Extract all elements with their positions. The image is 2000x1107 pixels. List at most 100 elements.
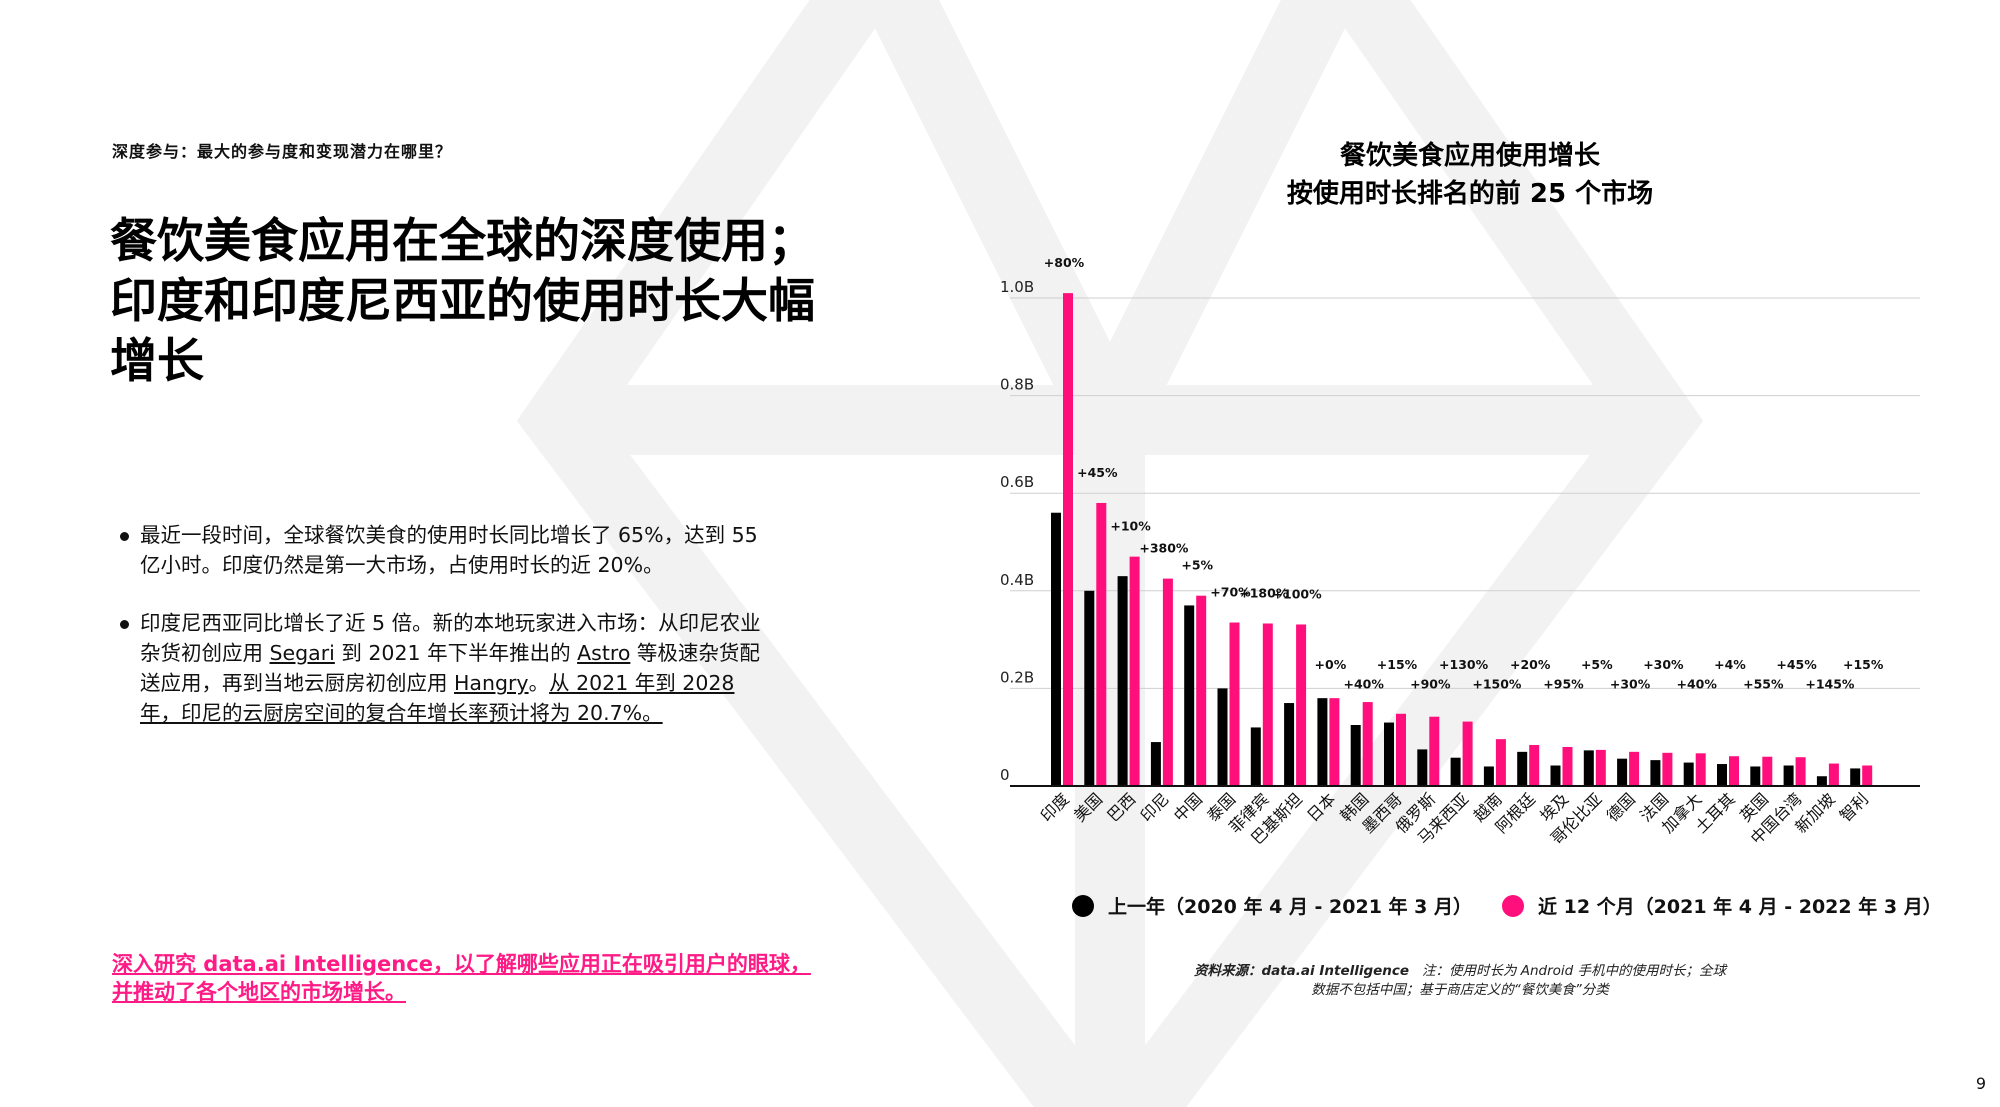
- growth-label: +10%: [1110, 519, 1151, 534]
- bar-recent-12-months: [1196, 595, 1207, 786]
- growth-label: +90%: [1410, 676, 1451, 691]
- growth-label: +150%: [1472, 676, 1522, 691]
- growth-label: +40%: [1343, 676, 1384, 691]
- legend-label-prior-year: 上一年（2020 年 4 月 - 2021 年 3 月）: [1108, 896, 1473, 918]
- bar-prior-year: [1517, 751, 1528, 786]
- bar-recent-12-months: [1762, 756, 1773, 786]
- note-line-1: 注：使用时长为 Android 手机中的使用时长；全球: [1421, 963, 1727, 979]
- bar-prior-year: [1250, 727, 1261, 786]
- bar-prior-year: [1150, 742, 1161, 786]
- y-tick-label: 0.4B: [1000, 571, 1034, 589]
- bar-prior-year: [1350, 725, 1361, 786]
- growth-label: +5%: [1181, 558, 1213, 573]
- growth-label: +15%: [1843, 657, 1884, 672]
- chart-title: 餐饮美食应用使用增长 按使用时长排名的前 25 个市场: [1180, 137, 1760, 213]
- y-tick-label: 0: [1000, 766, 1010, 784]
- bar-recent-12-months: [1795, 757, 1806, 786]
- growth-label: +40%: [1676, 676, 1717, 691]
- bar-prior-year: [1051, 512, 1061, 786]
- growth-label: +0%: [1315, 657, 1347, 672]
- bar-recent-12-months: [1229, 622, 1240, 786]
- legend-item-prior-year: 上一年（2020 年 4 月 - 2021 年 3 月）: [1072, 892, 1472, 919]
- bullet-2-text-4: 。: [528, 671, 550, 695]
- y-tick-label: 0.8B: [1000, 376, 1034, 394]
- chart-title-line-2: 按使用时长排名的前 25 个市场: [1286, 179, 1654, 209]
- bar-recent-12-months: [1462, 721, 1473, 786]
- legend-dot-black-icon: [1072, 894, 1094, 917]
- x-category-label: 智利: [1836, 789, 1872, 825]
- legend-item-recent-12-months: 近 12 个月（2021 年 4 月 - 2022 年 3 月）: [1502, 892, 1942, 919]
- bar-prior-year: [1783, 765, 1794, 786]
- hangry-link[interactable]: Hangry: [454, 671, 529, 695]
- bar-prior-year: [1850, 768, 1861, 786]
- cloud-kitchen-cagr-link[interactable]: 从 2021 年到 2028 年，印尼的云厨房空间的复合年增长率预计将为 20.…: [140, 671, 735, 725]
- x-category-label: 美国: [1070, 789, 1106, 825]
- growth-label: +180%: [1239, 585, 1289, 600]
- growth-label: +145%: [1805, 676, 1855, 691]
- growth-label: +130%: [1439, 657, 1489, 672]
- bar-prior-year: [1384, 722, 1394, 786]
- chart-legend: 上一年（2020 年 4 月 - 2021 年 3 月） 近 12 个月（202…: [1072, 892, 1972, 919]
- bar-recent-12-months: [1828, 763, 1839, 786]
- bar-recent-12-months: [1595, 749, 1606, 786]
- growth-label: +45%: [1776, 657, 1817, 672]
- bar-recent-12-months: [1262, 623, 1273, 786]
- astro-link[interactable]: Astro: [577, 641, 631, 665]
- bar-prior-year: [1184, 605, 1195, 786]
- legend-dot-pink-icon: [1502, 894, 1525, 917]
- y-tick-label: 0.2B: [1000, 668, 1034, 686]
- data-ai-intelligence-link[interactable]: 深入研究 data.ai Intelligence，以了解哪些应用正在吸引用户的…: [112, 952, 811, 1004]
- bar-prior-year: [1483, 766, 1494, 786]
- growth-label: +70%: [1210, 585, 1251, 600]
- bar-recent-12-months: [1329, 698, 1340, 786]
- bar-prior-year: [1284, 703, 1295, 786]
- bar-recent-12-months: [1495, 739, 1506, 786]
- bar-recent-12-months: [1629, 751, 1640, 786]
- bar-prior-year: [1750, 766, 1761, 786]
- growth-label: +30%: [1643, 657, 1684, 672]
- x-category-label: 德国: [1603, 789, 1639, 825]
- bullet-2-text-2: 到 2021 年下半年推出的: [334, 641, 578, 665]
- y-tick-label: 0.6B: [1000, 473, 1034, 491]
- chart-title-line-1: 餐饮美食应用使用增长: [1339, 141, 1600, 171]
- growth-label: +30%: [1610, 676, 1651, 691]
- growth-label: +80%: [1044, 255, 1085, 270]
- bar-prior-year: [1717, 764, 1727, 786]
- bar-prior-year: [1417, 749, 1428, 786]
- bar-recent-12-months: [1662, 752, 1673, 786]
- bar-prior-year: [1583, 750, 1594, 786]
- bar-recent-12-months: [1296, 624, 1307, 786]
- bullet-item-2: 印度尼西亚同比增长了近 5 倍。新的本地玩家进入市场：从印尼农业杂货初创应用 S…: [118, 608, 778, 728]
- x-category-label: 印尼: [1137, 789, 1173, 825]
- bar-recent-12-months: [1729, 756, 1739, 786]
- segari-link[interactable]: Segari: [269, 641, 335, 665]
- growth-label: +15%: [1377, 657, 1418, 672]
- legend-label-recent-12-months: 近 12 个月（2021 年 4 月 - 2022 年 3 月）: [1538, 896, 1942, 918]
- bar-recent-12-months: [1162, 578, 1173, 786]
- bar-recent-12-months: [1529, 745, 1540, 786]
- growth-label: +45%: [1077, 465, 1118, 480]
- section-label: 深度参与：最大的参与度和变现潜力在哪里？: [112, 142, 453, 161]
- x-category-label: 巴西: [1103, 789, 1139, 825]
- bar-prior-year: [1084, 590, 1095, 786]
- growth-label: +380%: [1139, 541, 1189, 556]
- bar-prior-year: [1650, 760, 1661, 786]
- source-label: 资料来源：data.ai Intelligence: [1193, 963, 1410, 979]
- bar-recent-12-months: [1862, 765, 1873, 786]
- bar-prior-year: [1317, 698, 1328, 786]
- growth-label: +4%: [1714, 657, 1746, 672]
- y-tick-label: 1.0B: [1000, 278, 1034, 296]
- bar-prior-year: [1617, 758, 1628, 786]
- page-number: 9: [1975, 1074, 1986, 1093]
- growth-label: +100%: [1273, 586, 1323, 601]
- bar-recent-12-months: [1562, 746, 1573, 786]
- growth-label: +20%: [1510, 657, 1551, 672]
- bar-recent-12-months: [1063, 293, 1073, 786]
- bar-recent-12-months: [1429, 716, 1440, 786]
- bar-chart: 0 0.2B 0.4B 0.6B 0.8B 1.0B +80% +45% +10% +380% +5…: [1000, 255, 1920, 848]
- page-title: 餐饮美食应用在全球的深度使用；印度和印度尼西亚的使用时长大幅增长: [110, 214, 815, 389]
- bar-prior-year: [1683, 762, 1694, 786]
- growth-label: +5%: [1581, 657, 1613, 672]
- bar-prior-year: [1117, 576, 1128, 786]
- bullet-2-text-1: 印度尼西亚同比增长了近 5 倍。新的本地玩家进入市场：从印尼农业杂货初创应用: [140, 611, 761, 665]
